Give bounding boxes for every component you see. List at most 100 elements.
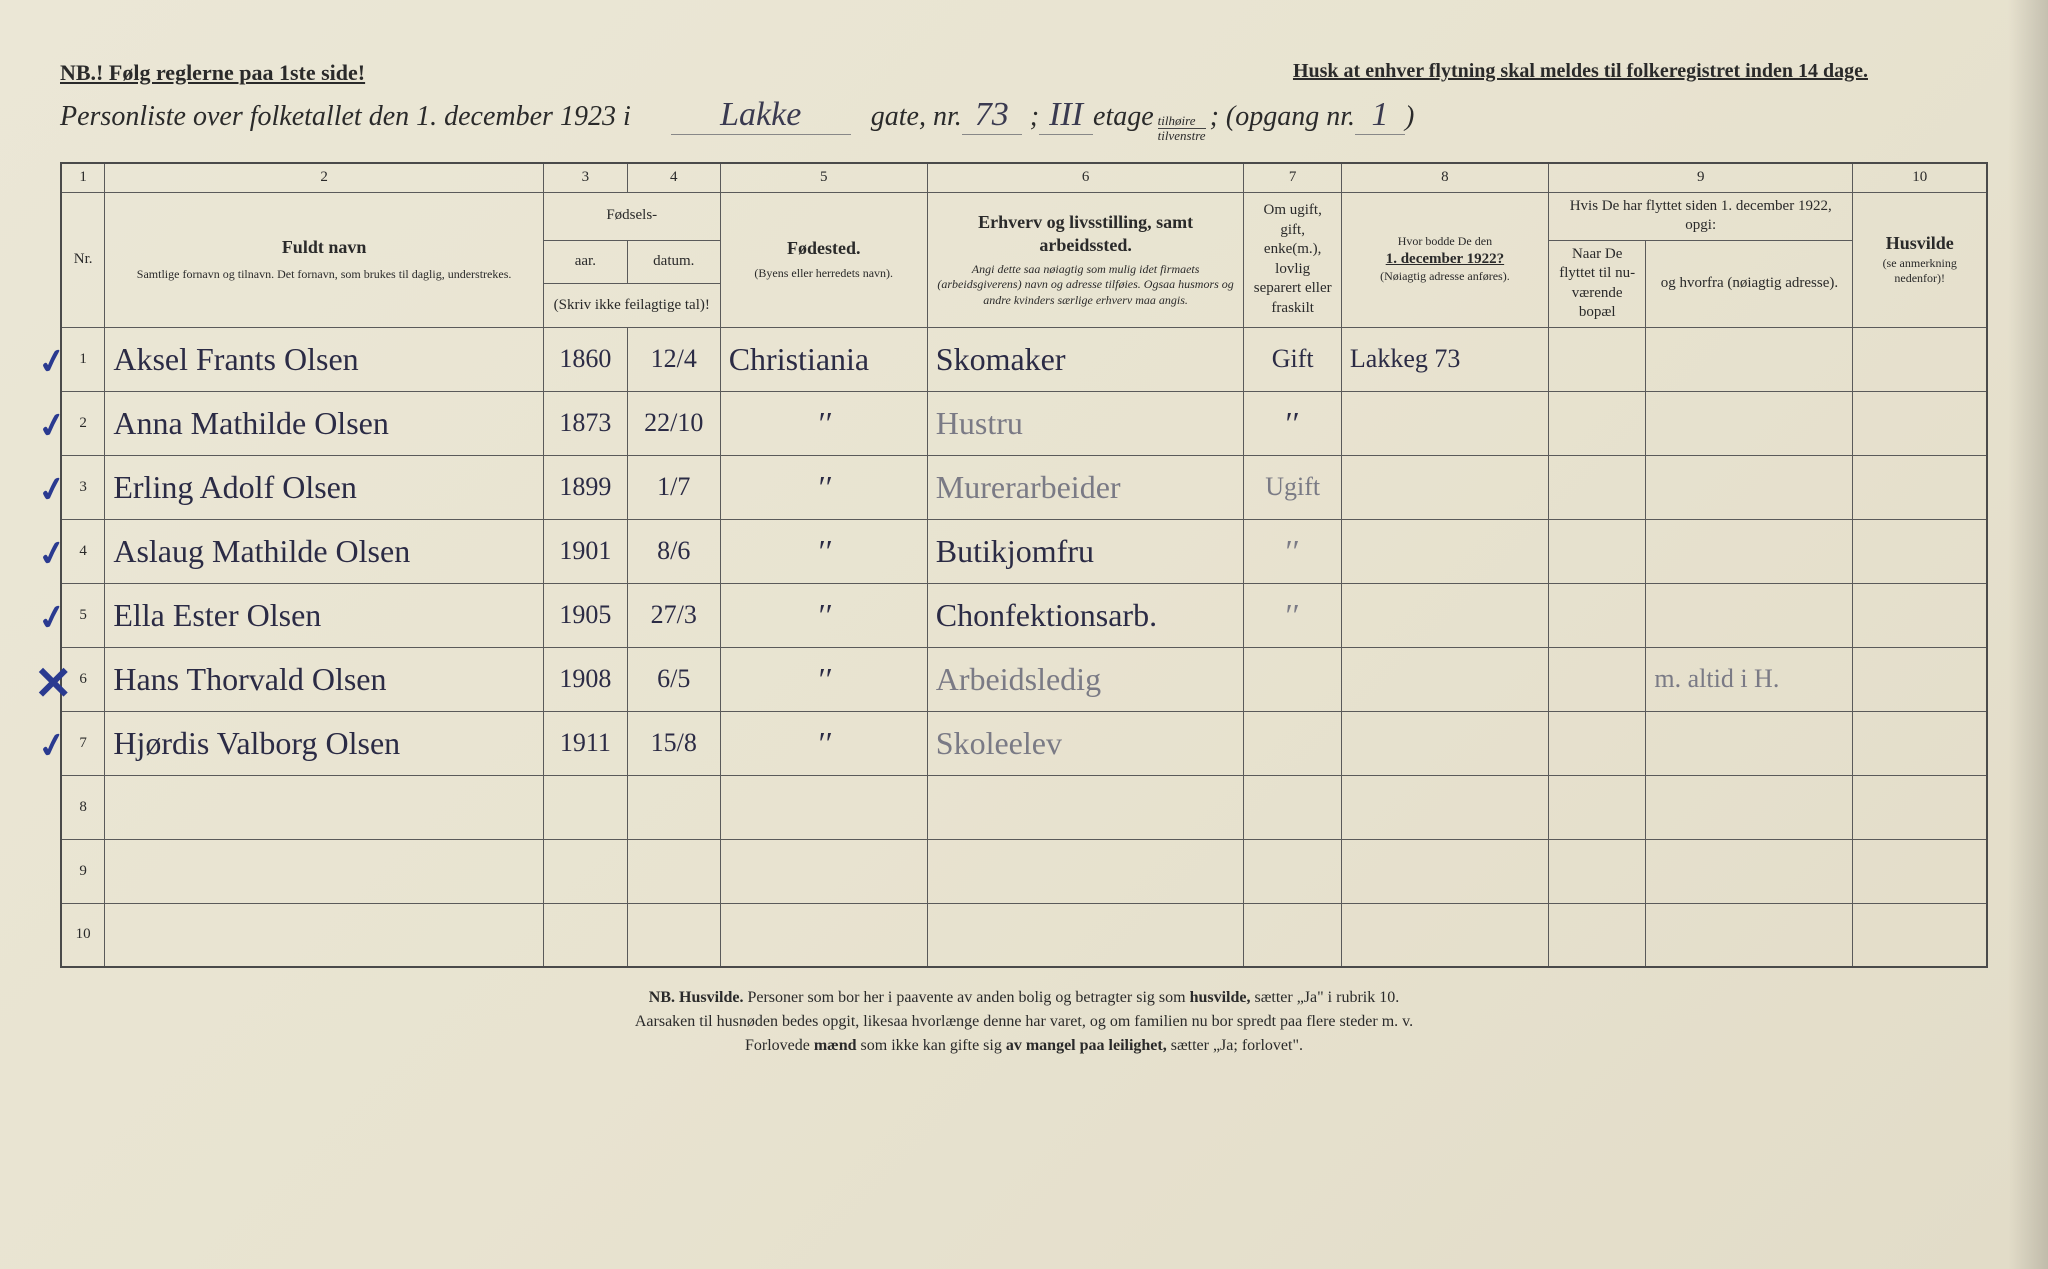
cell-value: 27/3 [651, 600, 697, 629]
cell-value: Anna Mathilde Olsen [113, 405, 389, 441]
hdr-aar: aar. [543, 240, 627, 284]
table-row: ✓1Aksel Frants Olsen186012/4ChristianiaS… [61, 327, 1987, 391]
colnum-2: 2 [105, 163, 543, 192]
hdr-husvilde: Husvilde (se anmerkning nedenfor)! [1853, 192, 1987, 327]
nr-cell: ✓4 [61, 519, 105, 583]
footnote-3b: mænd [814, 1037, 857, 1054]
hdr-fodsels: Fødsels- [543, 192, 720, 240]
hdr-hvor-date: 1. december 1922? [1348, 250, 1542, 270]
hdr-hvor-1: Hvor bodde De den [1348, 234, 1542, 250]
footnote-line3: Forlovede mænd som ikke kan gifte sig av… [60, 1034, 1988, 1058]
fraction: tilhøire tilvenstre [1158, 114, 1206, 142]
table-row: 9 [61, 839, 1987, 903]
footnote-3d: av mangel paa leilighet, [1006, 1037, 1167, 1054]
ditto-mark: ′′ [817, 597, 831, 633]
cell-value: Lakkeg 73 [1350, 344, 1460, 373]
husk-notice: Husk at enhver flytning skal meldes til … [1293, 60, 1868, 86]
nr-cell: ✕6 [61, 647, 105, 711]
x-mark-icon: ✕ [34, 656, 73, 710]
cell-value: Christiania [729, 341, 869, 377]
hdr-name-main: Fuldt navn [111, 236, 536, 259]
hdr-datum: datum. [627, 240, 720, 284]
title-line: Personliste over folketallet den 1. dece… [60, 96, 1988, 142]
footnote: NB. Husvilde. Personer som bor her i paa… [60, 986, 1988, 1058]
check-mark-icon: ✓ [35, 595, 70, 639]
nr-cell: 10 [61, 903, 105, 967]
colnum-8: 8 [1341, 163, 1548, 192]
cell-value: 1/7 [657, 472, 690, 501]
hdr-nr: Nr. [61, 192, 105, 327]
ditto-mark: ′′ [817, 405, 831, 441]
cell-value: 8/6 [657, 536, 690, 565]
cell-value: Ugift [1265, 472, 1320, 501]
table-row: 10 [61, 903, 1987, 967]
hdr-husvilde-sub: (se anmerkning nedenfor)! [1859, 256, 1980, 287]
nb-notice: NB.! Følg reglerne paa 1ste side! [60, 60, 365, 86]
cell-value: 6/5 [657, 664, 690, 693]
hdr-naar: Naar De flyttet til nu-værende bopæl [1548, 240, 1645, 327]
footnote-1c: husvilde, [1190, 989, 1251, 1006]
cell-value: Hans Thorvald Olsen [113, 661, 386, 697]
hdr-flyttet: Hvis De har flyttet siden 1. december 19… [1548, 192, 1853, 240]
census-form-page: NB.! Følg reglerne paa 1ste side! Husk a… [0, 0, 2048, 1269]
cell-value: 1873 [559, 408, 611, 437]
gate-nr-fill: 73 [962, 96, 1022, 135]
row-number: 8 [79, 799, 87, 815]
title-prefix: Personliste over folketallet den 1. dece… [60, 101, 631, 133]
footnote-line2: Aarsaken til husnøden bedes opgit, likes… [60, 1010, 1988, 1034]
colnum-9: 9 [1548, 163, 1853, 192]
colnum-6: 6 [927, 163, 1244, 192]
etage-label: etage [1093, 101, 1154, 133]
row-number: 4 [79, 543, 87, 559]
row-number: 5 [79, 607, 87, 623]
cell-value: 1905 [559, 600, 611, 629]
cell-value: Chonfektionsarb. [936, 597, 1157, 633]
street-fill: Lakke [671, 96, 851, 135]
hdr-fodested: Fødested. (Byens eller herredets navn). [720, 192, 927, 327]
colnum-4: 4 [627, 163, 720, 192]
colnum-10: 10 [1853, 163, 1987, 192]
table-row: ✓3Erling Adolf Olsen18991/7′′Murerarbeid… [61, 455, 1987, 519]
ditto-mark: ′′ [817, 533, 831, 569]
row-number: 6 [79, 671, 87, 687]
footnote-3e: sætter „Ja; forlovet". [1171, 1037, 1303, 1054]
hdr-hvor: Hvor bodde De den 1. december 1922? (Nøi… [1341, 192, 1548, 327]
cell-value: Aksel Frants Olsen [113, 341, 358, 377]
census-table: 1 2 3 4 5 6 7 8 9 10 Nr. Fuldt navn Samt… [60, 162, 1988, 968]
hdr-name: Fuldt navn Samtlige fornavn og tilnavn. … [105, 192, 543, 327]
ditto-mark: ′′ [1286, 405, 1300, 441]
cell-value: Gift [1272, 344, 1314, 373]
table-header: 1 2 3 4 5 6 7 8 9 10 Nr. Fuldt navn Samt… [61, 163, 1987, 327]
hdr-erhverv: Erhverv og livsstilling, samt arbeidsste… [927, 192, 1244, 327]
nr-cell: ✓3 [61, 455, 105, 519]
hdr-name-sub: Samtlige fornavn og tilnavn. Det fornavn… [111, 267, 536, 283]
cell-value: 22/10 [644, 408, 703, 437]
check-mark-icon: ✓ [35, 531, 70, 575]
row-number: 3 [79, 479, 87, 495]
hdr-skriv-ikke: (Skriv ikke feilagtige tal)! [543, 284, 720, 328]
table-row: ✓5Ella Ester Olsen190527/3′′Chonfektions… [61, 583, 1987, 647]
ditto-mark: ′′ [817, 725, 831, 761]
nr-cell: ✓5 [61, 583, 105, 647]
check-mark-icon: ✓ [35, 403, 70, 447]
nr-cell: 8 [61, 775, 105, 839]
nr-cell: 9 [61, 839, 105, 903]
colnum-3: 3 [543, 163, 627, 192]
footnote-line1: NB. Husvilde. Personer som bor her i paa… [60, 986, 1988, 1010]
opgang-label: ; (opgang nr. [1210, 101, 1355, 133]
check-mark-icon: ✓ [35, 339, 70, 383]
hdr-fodested-sub: (Byens eller herredets navn). [727, 266, 921, 282]
footnote-3c: som ikke kan gifte sig [861, 1037, 1006, 1054]
nr-cell: ✓7 [61, 711, 105, 775]
cell-value: Hjørdis Valborg Olsen [113, 725, 400, 761]
table-row: ✕6Hans Thorvald Olsen19086/5′′Arbeidsled… [61, 647, 1987, 711]
footnote-3a: Forlovede [745, 1037, 814, 1054]
hdr-hvor-sub: (Nøiagtig adresse anføres). [1348, 269, 1542, 285]
table-row: ✓4Aslaug Mathilde Olsen19018/6′′Butikjom… [61, 519, 1987, 583]
hdr-fodested-main: Fødested. [727, 237, 921, 260]
table-row: ✓2Anna Mathilde Olsen187322/10′′Hustru′′ [61, 391, 1987, 455]
hdr-hvorfra: og hvorfra (nøiagtig adresse). [1646, 240, 1853, 327]
ditto-mark: ′′ [1286, 597, 1300, 633]
close-paren: ) [1405, 101, 1414, 133]
cell-value: 1901 [559, 536, 611, 565]
